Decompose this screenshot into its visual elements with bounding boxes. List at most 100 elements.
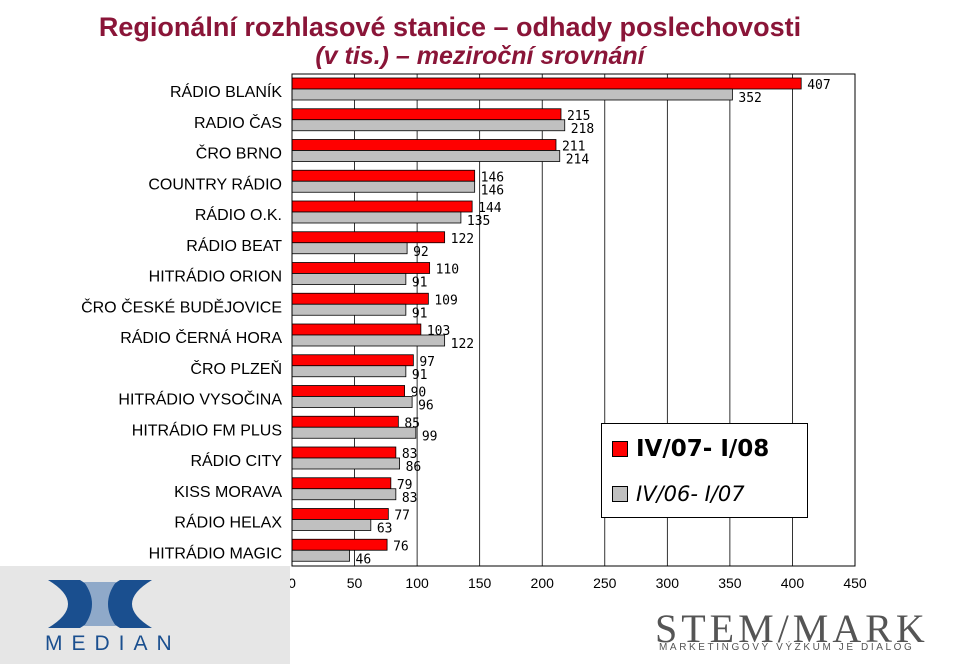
category-label-6: HITRÁDIO ORION <box>149 267 282 286</box>
value-label-6-0: 110 <box>436 263 459 278</box>
value-label-9-1: 91 <box>412 368 428 383</box>
x-tick-label-200: 200 <box>531 575 555 591</box>
value-label-5-0: 122 <box>451 232 474 247</box>
bar-14-1 <box>291 519 372 531</box>
bar-3-1 <box>291 180 476 193</box>
value-label-7-0: 109 <box>434 293 457 308</box>
x-axis-ticks: 0 50 100 150 200 250 300 350 400 450 <box>288 575 867 591</box>
value-label-5-1: 92 <box>413 245 429 260</box>
legend: IV/07- I/08 IV/06- I/07 <box>601 423 808 518</box>
bar-9-0 <box>291 354 414 367</box>
bar-0-1 <box>291 88 733 101</box>
value-label-11-0: 85 <box>404 416 420 431</box>
category-label-8: RÁDIO ČERNÁ HORA <box>120 328 282 347</box>
legend-swatch-previous <box>612 486 628 502</box>
value-label-7-1: 91 <box>412 306 428 321</box>
category-label-11: HITRÁDIO FM PLUS <box>132 420 282 439</box>
bar-7-1 <box>291 303 407 316</box>
bar-1-1 <box>291 119 566 132</box>
plot-area <box>291 73 856 567</box>
value-label-4-1: 135 <box>467 214 490 229</box>
value-label-15-0: 76 <box>393 539 409 554</box>
x-tick-label-0: 0 <box>288 575 296 591</box>
legend-swatch-current <box>612 441 628 457</box>
value-label-2-1: 214 <box>566 153 590 168</box>
bar-14-0 <box>291 508 389 520</box>
bar-1-0 <box>291 108 562 121</box>
chart-title: Regionální rozhlasové stanice – odhady p… <box>98 12 802 42</box>
category-label-14: RÁDIO HELAX <box>174 513 282 532</box>
bar-4-0 <box>291 200 473 213</box>
value-label-6-1: 91 <box>412 276 428 291</box>
x-tick-label-50: 50 <box>347 575 363 591</box>
stemmark-logo: STEM/MARK <box>655 606 929 651</box>
value-label-9-0: 97 <box>419 355 435 370</box>
x-tick-label-350: 350 <box>718 575 742 591</box>
value-label-12-1: 86 <box>406 460 422 475</box>
bar-6-0 <box>291 262 431 274</box>
bar-12-1 <box>291 457 400 470</box>
bar-13-0 <box>291 477 392 490</box>
value-label-2-0: 211 <box>562 140 585 155</box>
value-label-0-1: 352 <box>738 91 761 106</box>
bar-5-0 <box>291 231 446 244</box>
category-label-3: COUNTRY RÁDIO <box>148 174 282 193</box>
value-label-11-1: 99 <box>422 429 438 444</box>
bar-9-1 <box>291 365 407 378</box>
x-tick-label-250: 250 <box>593 575 617 591</box>
bar-12-0 <box>291 446 397 459</box>
value-label-3-0: 146 <box>481 170 504 185</box>
x-tick-label-400: 400 <box>781 575 805 591</box>
bar-13-1 <box>291 488 397 501</box>
category-label-2: ČRO BRNO <box>196 144 282 163</box>
category-label-5: RÁDIO BEAT <box>186 236 282 255</box>
bar-3-0 <box>291 169 476 182</box>
value-label-8-1: 122 <box>451 337 474 352</box>
legend-label-current: IV/07- I/08 <box>636 436 770 462</box>
bar-10-1 <box>291 396 413 408</box>
bar-4-1 <box>291 211 462 224</box>
value-label-1-0: 215 <box>567 109 590 124</box>
x-tick-label-450: 450 <box>843 575 867 591</box>
bar-10-0 <box>291 385 405 397</box>
bar-7-0 <box>291 292 429 305</box>
bar-0-0 <box>291 77 802 90</box>
bar-8-0 <box>291 323 422 336</box>
bar-5-1 <box>291 242 408 255</box>
x-tick-label-300: 300 <box>656 575 680 591</box>
category-label-10: HITRÁDIO VYSOČINA <box>118 390 282 409</box>
legend-label-previous: IV/06- I/07 <box>636 482 745 506</box>
category-label-1: RADIO ČAS <box>194 113 282 132</box>
value-label-0-0: 407 <box>807 78 830 93</box>
category-label-4: RÁDIO O.K. <box>195 205 282 224</box>
bar-2-0 <box>291 139 557 151</box>
category-label-0: RÁDIO BLANÍK <box>170 82 282 101</box>
bar-11-1 <box>291 426 417 439</box>
category-label-13: KISS MORAVA <box>174 484 282 501</box>
value-label-10-1: 96 <box>418 399 434 414</box>
value-label-15-1: 46 <box>356 552 372 567</box>
category-label-12: RÁDIO CITY <box>190 451 282 470</box>
legend-item-previous: IV/06- I/07 <box>612 482 745 506</box>
bar-11-0 <box>291 415 399 428</box>
value-label-3-1: 146 <box>481 183 504 198</box>
stemmark-tagline: MARKETINGOVÝ VÝZKUM JE DIALOG <box>659 642 915 653</box>
category-label-7: ČRO ČESKÉ BUDĚJOVICE <box>81 297 282 316</box>
value-label-12-0: 83 <box>402 447 418 462</box>
value-label-10-0: 90 <box>411 386 427 401</box>
x-tick-label-150: 150 <box>468 575 492 591</box>
value-label-14-0: 77 <box>394 509 410 524</box>
bar-2-1 <box>291 150 561 162</box>
value-label-14-1: 63 <box>377 522 393 537</box>
bar-6-1 <box>291 273 407 285</box>
median-logo-text: MEDIAN <box>45 632 181 655</box>
chart-subtitle: (v tis.) – meziroční srovnání <box>315 42 645 70</box>
value-label-8-0: 103 <box>427 324 450 339</box>
bar-15-1 <box>291 549 350 562</box>
bar-15-0 <box>291 538 388 551</box>
category-label-9: ČRO PLZEŇ <box>190 359 282 378</box>
legend-item-current: IV/07- I/08 <box>612 436 769 462</box>
value-label-13-1: 83 <box>402 491 418 506</box>
